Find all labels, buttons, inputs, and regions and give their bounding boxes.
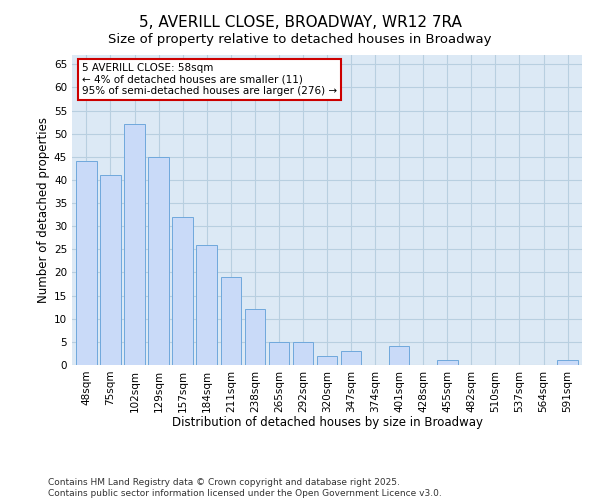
Bar [76, 162, 97, 365]
Text: Contains HM Land Registry data © Crown copyright and database right 2025.
Contai: Contains HM Land Registry data © Crown c… [48, 478, 442, 498]
Bar [100, 176, 121, 365]
Bar [221, 277, 241, 365]
Bar [557, 360, 578, 365]
Bar [293, 342, 313, 365]
X-axis label: Distribution of detached houses by size in Broadway: Distribution of detached houses by size … [172, 416, 482, 429]
Bar [172, 217, 193, 365]
Bar [196, 244, 217, 365]
Bar [269, 342, 289, 365]
Bar [124, 124, 145, 365]
Bar [389, 346, 409, 365]
Bar [317, 356, 337, 365]
Bar [148, 157, 169, 365]
Bar [341, 351, 361, 365]
Bar [245, 310, 265, 365]
Text: 5 AVERILL CLOSE: 58sqm
← 4% of detached houses are smaller (11)
95% of semi-deta: 5 AVERILL CLOSE: 58sqm ← 4% of detached … [82, 62, 337, 96]
Text: Size of property relative to detached houses in Broadway: Size of property relative to detached ho… [108, 32, 492, 46]
Y-axis label: Number of detached properties: Number of detached properties [37, 117, 50, 303]
Bar [437, 360, 458, 365]
Text: 5, AVERILL CLOSE, BROADWAY, WR12 7RA: 5, AVERILL CLOSE, BROADWAY, WR12 7RA [139, 15, 461, 30]
